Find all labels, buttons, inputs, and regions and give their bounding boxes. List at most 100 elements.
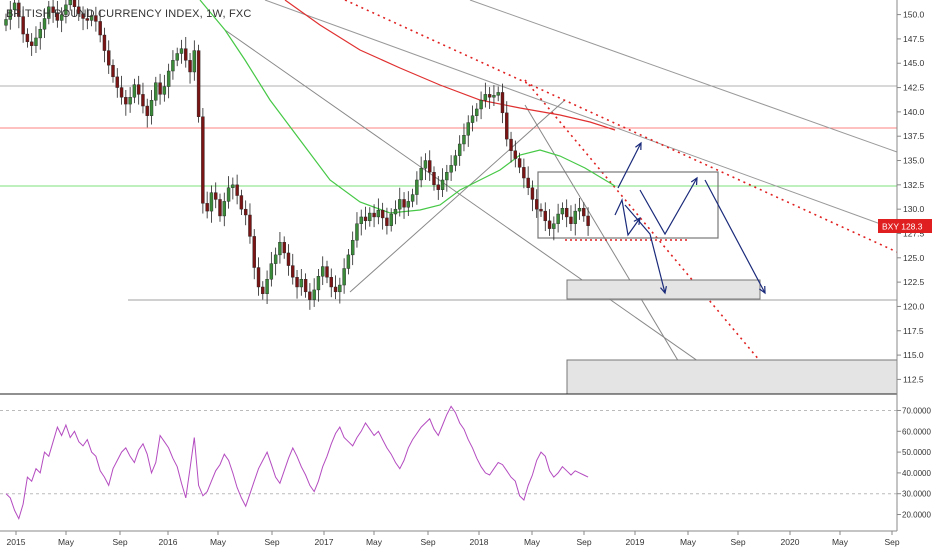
candle <box>359 209 363 236</box>
price-tag: BXY 128.3 <box>878 219 932 233</box>
candle <box>479 91 483 120</box>
time-tick-label: May <box>210 537 227 547</box>
candle-body-down <box>333 286 338 293</box>
candle-body-up <box>312 289 316 300</box>
candles-layer <box>4 0 590 310</box>
candle <box>8 0 12 30</box>
price-tick-label: 140.0 <box>903 107 925 117</box>
time-tick-label: 2019 <box>626 537 645 547</box>
candle <box>124 89 128 116</box>
lower-channel-line <box>224 29 746 395</box>
time-tick-label: 2020 <box>781 537 800 547</box>
candle-body-up <box>368 212 372 222</box>
candle-body-down <box>385 217 389 226</box>
candle <box>94 6 98 32</box>
candle <box>68 0 72 11</box>
candle-body-up <box>192 50 197 73</box>
candle-body-down <box>136 84 141 95</box>
candle <box>119 75 124 105</box>
candle-body-down <box>51 6 55 13</box>
candle-body-up <box>278 242 282 256</box>
candle <box>428 150 432 181</box>
candle <box>286 244 291 276</box>
time-tick-label: Sep <box>884 537 899 547</box>
candle-body-down <box>235 184 239 196</box>
candle-body-down <box>509 138 513 151</box>
candle-body-down <box>325 266 329 278</box>
candle <box>171 50 175 80</box>
candle <box>552 216 556 241</box>
candle <box>329 268 333 298</box>
candle <box>368 207 372 227</box>
candle-body-down <box>145 105 149 116</box>
candle <box>556 203 560 233</box>
candle-body-up <box>342 268 346 286</box>
candle <box>205 191 209 219</box>
candle <box>4 13 8 32</box>
candle-body-up <box>265 279 269 294</box>
candle <box>192 40 197 81</box>
candle <box>265 270 269 305</box>
candle <box>333 275 338 300</box>
candle-body-up <box>273 254 278 264</box>
candle <box>141 82 145 114</box>
candle-body-down <box>205 203 209 212</box>
candle-body-up <box>449 165 453 173</box>
candle <box>136 75 141 105</box>
candle-body-up <box>4 19 8 26</box>
candle-body-up <box>8 9 12 20</box>
arrow-head <box>759 285 766 295</box>
candle-body-up <box>338 284 342 293</box>
price-tick-label: 127.5 <box>903 228 925 238</box>
candle <box>201 107 205 214</box>
candle <box>466 115 470 147</box>
candle <box>483 82 488 108</box>
candle-body-up <box>496 92 500 96</box>
candle <box>132 78 137 104</box>
candle-body-down <box>526 177 530 188</box>
candle-body-down <box>239 195 244 210</box>
candle <box>261 281 265 300</box>
candle-body-down <box>295 277 299 288</box>
candle-body-down <box>487 94 492 98</box>
candle-body-down <box>94 15 98 22</box>
rsi-tick-label: 40.0000 <box>902 469 931 478</box>
candle <box>25 28 30 48</box>
candle <box>252 229 256 280</box>
candle <box>380 202 385 230</box>
candle-body-down <box>85 18 90 21</box>
rsi-line <box>5 405 589 521</box>
candle-body-down <box>582 207 586 217</box>
time-tick-label: 2016 <box>159 537 178 547</box>
candle-body-up <box>393 208 398 215</box>
candle <box>188 53 192 84</box>
candle <box>492 85 496 107</box>
candle-body-down <box>543 210 547 222</box>
candle <box>338 277 342 304</box>
time-tick-label: May <box>366 537 383 547</box>
candle-body-down <box>55 12 60 21</box>
arrow-path <box>614 198 641 237</box>
candle-body-up <box>162 86 167 95</box>
candle <box>107 40 111 74</box>
price-tick-label: 115.0 <box>903 350 924 360</box>
candle <box>72 0 77 18</box>
candle-body-up <box>38 28 42 39</box>
candle <box>449 155 453 181</box>
candle <box>500 83 505 124</box>
candle-body-down <box>539 208 543 212</box>
time-tick-label: Sep <box>264 537 279 547</box>
candle-body-up <box>440 179 445 190</box>
candle <box>436 176 440 200</box>
candle <box>535 189 539 218</box>
candle <box>389 208 393 232</box>
candle-body-up <box>479 100 483 110</box>
chart-title: BRITISH POUND CURRENCY INDEX, 1W, FXC <box>6 8 252 20</box>
candle-body-up <box>209 192 214 212</box>
candle <box>128 87 132 113</box>
candle <box>385 207 389 235</box>
candle <box>372 204 376 228</box>
candle <box>505 101 509 147</box>
candle-body-up <box>577 207 582 212</box>
